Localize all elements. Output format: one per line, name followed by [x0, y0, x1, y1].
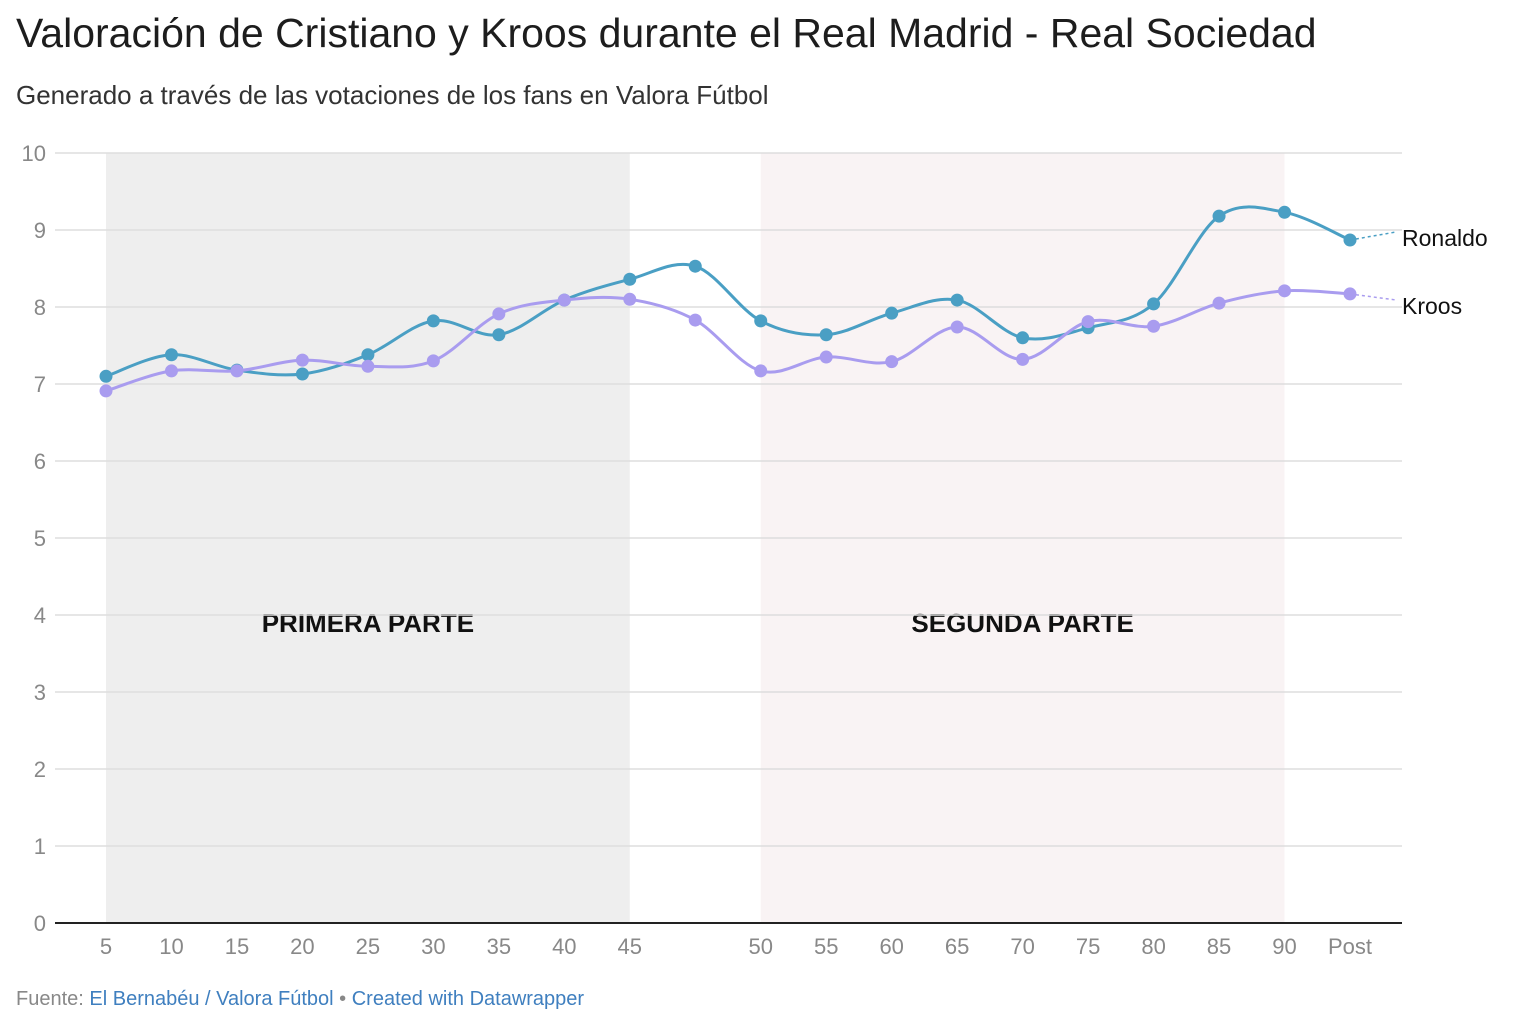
data-point-kroos	[557, 293, 571, 307]
data-point-kroos	[361, 359, 375, 373]
data-point-kroos	[950, 320, 964, 334]
source-label: Fuente:	[16, 988, 84, 1010]
data-point-kroos	[885, 355, 899, 369]
data-point-ronaldo	[819, 328, 833, 342]
data-point-kroos	[1016, 352, 1030, 366]
data-point-ronaldo	[754, 314, 768, 328]
range-label: SEGUNDA PARTE	[911, 608, 1133, 638]
x-tick-label: 30	[421, 934, 445, 959]
x-tick-label: 75	[1076, 934, 1100, 959]
data-point-ronaldo	[1016, 331, 1030, 345]
x-tick-label: 10	[159, 934, 183, 959]
data-point-kroos	[1212, 296, 1226, 310]
data-point-ronaldo	[688, 259, 702, 273]
y-tick-label: 6	[34, 449, 46, 474]
y-tick-label: 10	[22, 141, 46, 166]
data-point-ronaldo	[295, 367, 309, 381]
x-tick-label: 40	[552, 934, 576, 959]
data-point-kroos	[1147, 319, 1161, 333]
y-tick-label: 2	[34, 757, 46, 782]
data-point-ronaldo	[1278, 205, 1292, 219]
footer: Fuente: El Bernabéu / Valora Fútbol • Cr…	[16, 988, 584, 1011]
y-tick-label: 3	[34, 680, 46, 705]
data-point-kroos	[623, 292, 637, 306]
data-point-ronaldo	[885, 306, 899, 320]
x-tick-label: 85	[1207, 934, 1231, 959]
data-point-ronaldo	[99, 369, 113, 383]
x-tick-label: 55	[814, 934, 838, 959]
data-point-kroos	[1081, 315, 1095, 329]
series-label-ronaldo: Ronaldo	[1402, 225, 1488, 251]
data-point-kroos	[99, 384, 113, 398]
data-point-ronaldo	[426, 314, 440, 328]
data-point-kroos	[1278, 284, 1292, 298]
x-tick-label: 25	[356, 934, 380, 959]
data-point-kroos	[164, 364, 178, 378]
data-point-kroos	[819, 350, 833, 364]
data-point-ronaldo	[1147, 297, 1161, 311]
y-tick-label: 9	[34, 218, 46, 243]
data-point-kroos	[492, 307, 506, 321]
y-tick-label: 4	[34, 603, 46, 628]
x-tick-label: 15	[225, 934, 249, 959]
separator: •	[333, 988, 352, 1010]
y-tick-label: 1	[34, 834, 46, 859]
data-point-kroos	[754, 364, 768, 378]
chart-title: Valoración de Cristiano y Kroos durante …	[16, 10, 1317, 56]
x-tick-label: 90	[1272, 934, 1296, 959]
series-line-kroos	[105, 289, 1351, 393]
data-point-kroos	[230, 364, 244, 378]
x-tick-label: 35	[487, 934, 511, 959]
x-tick-label: 5	[100, 934, 112, 959]
data-point-kroos	[688, 313, 702, 327]
y-tick-label: 0	[34, 911, 46, 936]
label-connector	[1349, 293, 1397, 301]
x-tick-label: Post	[1328, 934, 1372, 959]
x-tick-label: 20	[290, 934, 314, 959]
x-tick-label: 70	[1010, 934, 1034, 959]
data-point-ronaldo	[950, 293, 964, 307]
data-point-kroos	[426, 354, 440, 368]
x-tick-label: 80	[1141, 934, 1165, 959]
data-point-ronaldo	[164, 348, 178, 362]
data-point-ronaldo	[361, 348, 375, 362]
y-tick-label: 5	[34, 526, 46, 551]
data-point-ronaldo	[1212, 209, 1226, 223]
x-tick-label: 45	[618, 934, 642, 959]
x-tick-label: 50	[748, 934, 772, 959]
data-point-ronaldo	[623, 272, 637, 286]
y-tick-label: 7	[34, 372, 46, 397]
source-link[interactable]: El Bernabéu / Valora Fútbol	[89, 988, 334, 1010]
data-point-kroos	[295, 353, 309, 367]
x-tick-label: 60	[879, 934, 903, 959]
data-point-ronaldo	[492, 328, 506, 342]
range-label: PRIMERA PARTE	[262, 608, 474, 638]
x-tick-label: 65	[945, 934, 969, 959]
y-tick-label: 8	[34, 295, 46, 320]
datawrapper-link[interactable]: Created with Datawrapper	[351, 988, 585, 1010]
chart-subtitle: Generado a través de las votaciones de l…	[16, 80, 769, 110]
series-label-kroos: Kroos	[1402, 293, 1462, 319]
label-connector	[1349, 231, 1397, 241]
